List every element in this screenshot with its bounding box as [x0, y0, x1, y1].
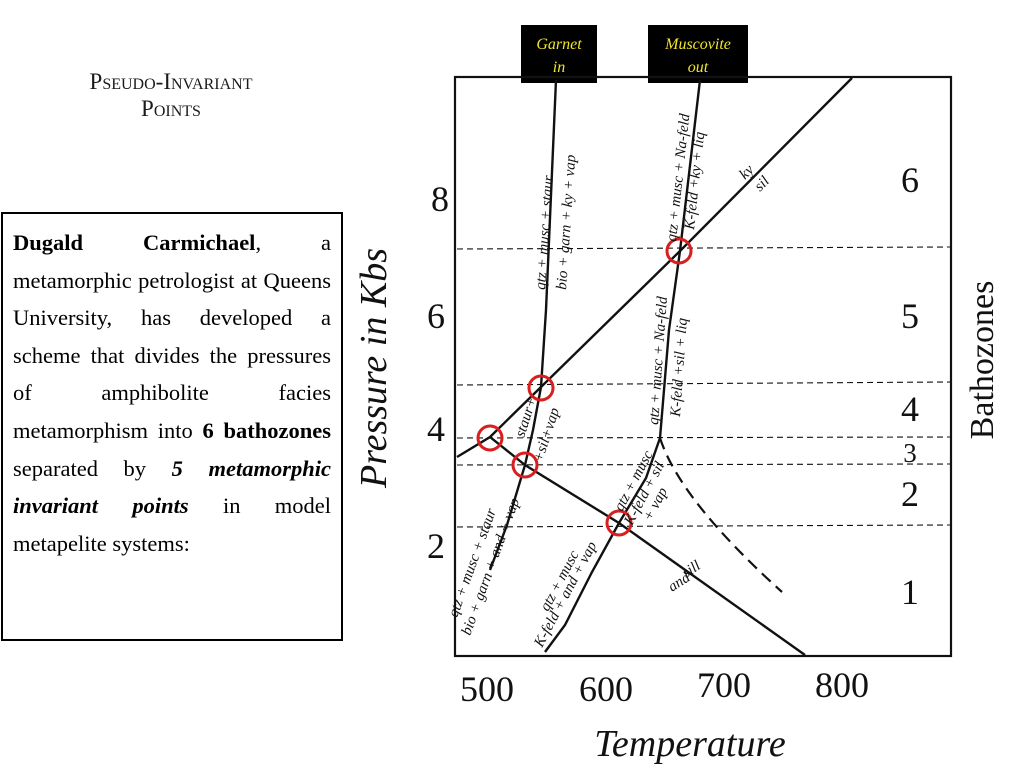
garnet-tag-line1: Garnet — [536, 36, 582, 53]
boundary-2-3 — [456, 463, 951, 466]
boundary-5-6 — [456, 246, 951, 250]
garnet-in-reaction-line — [488, 79, 558, 571]
info-part3: in model metapelite systems: — [13, 493, 332, 556]
y-tick-label: 8 — [431, 179, 449, 219]
scientist-name: Dugald Carmichael — [13, 230, 256, 255]
y-axis-title: Pressure in Kbs — [353, 248, 395, 489]
info-text-box: Dugald Carmichael, a metamorphic petrolo… — [1, 212, 343, 641]
x-tick-label: 500 — [460, 669, 514, 709]
muscovite-out-tag — [648, 25, 748, 83]
muscovite-tag-line1: Muscovite — [664, 36, 731, 53]
invariant-point-ring — [527, 374, 555, 402]
zone-number: 5 — [901, 296, 919, 336]
y-tick-label: 4 — [427, 409, 445, 449]
y-tick-label: 2 — [427, 526, 445, 566]
zone-number: 6 — [901, 160, 919, 200]
musc-mid-label-b: K-feld +sil + liq — [668, 317, 691, 418]
muscovite-out-reaction-line — [544, 79, 702, 653]
invariant-point-ring — [665, 237, 693, 265]
zone-count: 6 bathozones — [202, 417, 331, 443]
zone-number: 1 — [901, 572, 919, 612]
x-axis-title: Temperature — [594, 723, 786, 765]
slide-title-line2: Points — [141, 96, 201, 121]
garnet-tag-line2: in — [553, 59, 565, 76]
x-tick-label: 800 — [815, 665, 869, 705]
bathozones-axis-title: Bathozones — [964, 281, 1001, 440]
garnet-reaction-label-a: qtz + musc + staur — [533, 175, 557, 290]
invariant-point-ring — [605, 509, 633, 537]
invariant-point-ring — [511, 451, 539, 479]
y-tick-label: 6 — [427, 296, 445, 336]
zone-number: 2 — [901, 474, 919, 514]
boundary-3-4 — [456, 436, 951, 439]
boundary-1-2 — [456, 524, 951, 528]
x-tick-label: 600 — [579, 669, 633, 709]
slide-title: Pseudo-Invariant Points — [30, 68, 312, 122]
garnet-reaction-label-b: bio + garn + ky + vap — [554, 154, 579, 291]
info-part1: , a metamorphic petrologist at Queens Un… — [13, 230, 331, 443]
invariant-point-ring — [476, 424, 504, 452]
zone-number: 3 — [903, 438, 917, 468]
zone-number: 4 — [901, 389, 919, 429]
boundary-4-5 — [456, 381, 951, 386]
sill-and-reaction-line — [489, 436, 806, 656]
plot-frame — [453, 75, 953, 658]
garnet-in-tag — [521, 25, 597, 83]
metastable-extension-line — [658, 437, 783, 593]
x-tick-label: 700 — [697, 665, 751, 705]
info-part2: separated by — [13, 455, 172, 481]
invariant-point-count: 5 metamorphic invariant points — [13, 455, 332, 519]
muscovite-tag-line2: out — [688, 59, 709, 76]
slide-title-line1: Pseudo-Invariant — [89, 69, 253, 94]
